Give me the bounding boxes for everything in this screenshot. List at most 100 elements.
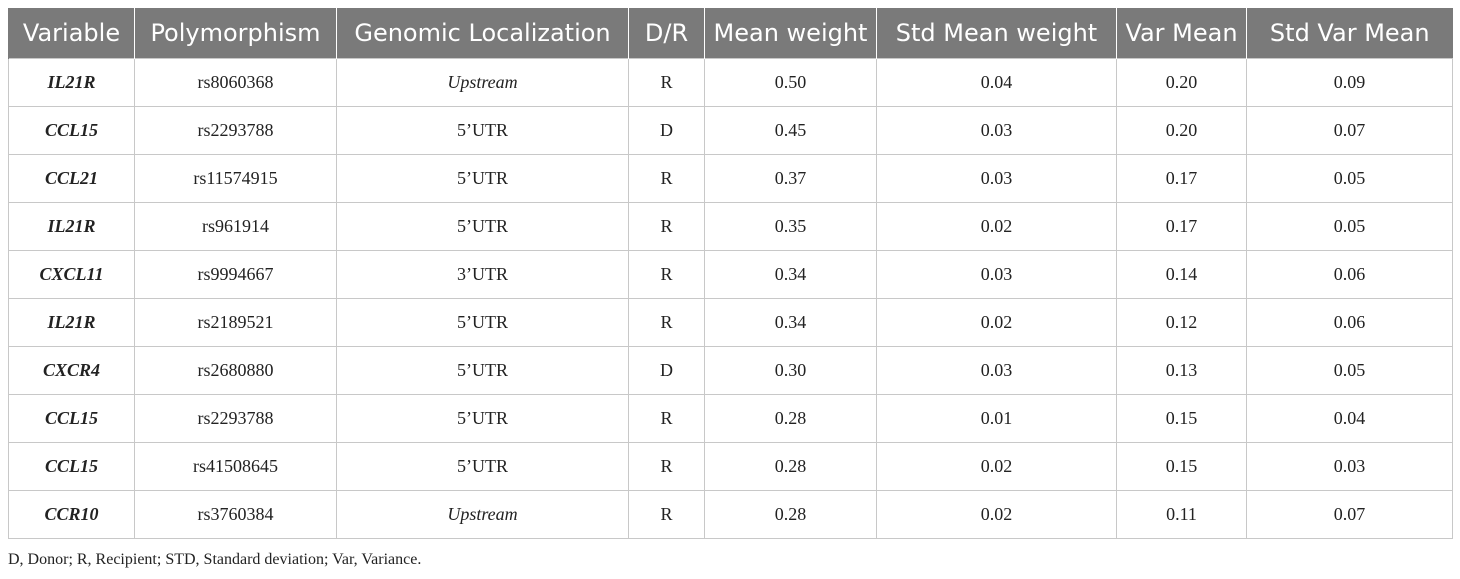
data-table-container: Variable Polymorphism Genomic Localizati…: [8, 8, 1453, 539]
cell-variable: CXCR4: [8, 346, 135, 395]
cell-std-mean-weight: 0.04: [876, 58, 1117, 107]
cell-std-mean-weight: 0.02: [876, 298, 1117, 347]
cell-variable: CXCL11: [8, 250, 135, 299]
cell-donor-recipient: D: [628, 346, 705, 395]
cell-var-mean: 0.15: [1116, 442, 1247, 491]
header-variable: Variable: [8, 8, 135, 59]
cell-genomic-localization: 5’UTR: [336, 394, 629, 443]
cell-donor-recipient: R: [628, 394, 705, 443]
cell-var-mean: 0.14: [1116, 250, 1247, 299]
header-std-var-mean: Std Var Mean: [1246, 8, 1453, 59]
cell-mean-weight: 0.30: [704, 346, 877, 395]
cell-mean-weight: 0.50: [704, 58, 877, 107]
cell-polymorphism: rs8060368: [134, 58, 337, 107]
cell-genomic-localization: 5’UTR: [336, 442, 629, 491]
cell-donor-recipient: R: [628, 202, 705, 251]
table-header: Variable Polymorphism Genomic Localizati…: [8, 8, 1453, 59]
cell-genomic-localization: 5’UTR: [336, 346, 629, 395]
table-row: CCL15 rs2293788 5’UTR D 0.45 0.03 0.20 0.07: [8, 106, 1453, 155]
cell-polymorphism: rs41508645: [134, 442, 337, 491]
cell-std-mean-weight: 0.02: [876, 442, 1117, 491]
cell-polymorphism: rs2293788: [134, 394, 337, 443]
cell-variable: CCR10: [8, 490, 135, 539]
header-var-mean: Var Mean: [1116, 8, 1247, 59]
cell-var-mean: 0.11: [1116, 490, 1247, 539]
cell-std-var-mean: 0.06: [1246, 298, 1453, 347]
cell-std-var-mean: 0.09: [1246, 58, 1453, 107]
cell-mean-weight: 0.28: [704, 490, 877, 539]
cell-donor-recipient: R: [628, 442, 705, 491]
cell-std-mean-weight: 0.03: [876, 154, 1117, 203]
cell-mean-weight: 0.28: [704, 394, 877, 443]
cell-var-mean: 0.17: [1116, 154, 1247, 203]
cell-mean-weight: 0.34: [704, 298, 877, 347]
table-row: IL21R rs961914 5’UTR R 0.35 0.02 0.17 0.05: [8, 202, 1453, 251]
cell-mean-weight: 0.34: [704, 250, 877, 299]
cell-std-mean-weight: 0.03: [876, 106, 1117, 155]
cell-std-mean-weight: 0.02: [876, 490, 1117, 539]
cell-polymorphism: rs961914: [134, 202, 337, 251]
table-footnote: D, Donor; R, Recipient; STD, Standard de…: [8, 551, 422, 568]
cell-std-mean-weight: 0.01: [876, 394, 1117, 443]
cell-std-var-mean: 0.04: [1246, 394, 1453, 443]
cell-donor-recipient: R: [628, 490, 705, 539]
cell-genomic-localization: 3’UTR: [336, 250, 629, 299]
cell-var-mean: 0.15: [1116, 394, 1247, 443]
cell-genomic-localization: 5’UTR: [336, 106, 629, 155]
cell-var-mean: 0.20: [1116, 58, 1247, 107]
cell-donor-recipient: R: [628, 154, 705, 203]
header-donor-recipient: D/R: [628, 8, 705, 59]
header-mean-weight: Mean weight: [704, 8, 877, 59]
cell-var-mean: 0.13: [1116, 346, 1247, 395]
cell-variable: CCL15: [8, 394, 135, 443]
cell-std-mean-weight: 0.03: [876, 250, 1117, 299]
cell-polymorphism: rs9994667: [134, 250, 337, 299]
cell-std-mean-weight: 0.02: [876, 202, 1117, 251]
cell-variable: IL21R: [8, 202, 135, 251]
table-row: CCL21 rs11574915 5’UTR R 0.37 0.03 0.17 0.05: [8, 154, 1453, 203]
cell-polymorphism: rs3760384: [134, 490, 337, 539]
cell-genomic-localization: 5’UTR: [336, 154, 629, 203]
table-row: CXCR4 rs2680880 5’UTR D 0.30 0.03 0.13 0.05: [8, 346, 1453, 395]
cell-std-var-mean: 0.07: [1246, 490, 1453, 539]
table-row: IL21R rs2189521 5’UTR R 0.34 0.02 0.12 0.06: [8, 298, 1453, 347]
cell-variable: CCL21: [8, 154, 135, 203]
cell-mean-weight: 0.37: [704, 154, 877, 203]
cell-donor-recipient: R: [628, 58, 705, 107]
cell-std-var-mean: 0.03: [1246, 442, 1453, 491]
header-row: Variable Polymorphism Genomic Localizati…: [8, 8, 1453, 59]
table-row: CCL15 rs41508645 5’UTR R 0.28 0.02 0.15 0.03: [8, 442, 1453, 491]
snp-weights-table: Variable Polymorphism Genomic Localizati…: [8, 8, 1453, 539]
cell-std-var-mean: 0.05: [1246, 202, 1453, 251]
cell-genomic-localization: Upstream: [336, 490, 629, 539]
cell-polymorphism: rs2189521: [134, 298, 337, 347]
header-std-mean-weight: Std Mean weight: [876, 8, 1117, 59]
cell-donor-recipient: R: [628, 298, 705, 347]
cell-variable: CCL15: [8, 106, 135, 155]
cell-std-var-mean: 0.05: [1246, 154, 1453, 203]
table-row: CXCL11 rs9994667 3’UTR R 0.34 0.03 0.14 0.06: [8, 250, 1453, 299]
cell-mean-weight: 0.35: [704, 202, 877, 251]
cell-std-var-mean: 0.06: [1246, 250, 1453, 299]
cell-std-var-mean: 0.07: [1246, 106, 1453, 155]
table-row: CCR10 rs3760384 Upstream R 0.28 0.02 0.11 0.07: [8, 490, 1453, 539]
cell-variable: IL21R: [8, 298, 135, 347]
cell-donor-recipient: R: [628, 250, 705, 299]
cell-polymorphism: rs2680880: [134, 346, 337, 395]
cell-mean-weight: 0.28: [704, 442, 877, 491]
table-body: IL21R rs8060368 Upstream R 0.50 0.04 0.20 0.09 C…: [8, 58, 1453, 539]
header-genomic-localization: Genomic Localization: [336, 8, 629, 59]
cell-var-mean: 0.12: [1116, 298, 1247, 347]
table-row: CCL15 rs2293788 5’UTR R 0.28 0.01 0.15 0.04: [8, 394, 1453, 443]
cell-genomic-localization: Upstream: [336, 58, 629, 107]
table-row: IL21R rs8060368 Upstream R 0.50 0.04 0.20 0.09: [8, 58, 1453, 107]
cell-var-mean: 0.20: [1116, 106, 1247, 155]
cell-mean-weight: 0.45: [704, 106, 877, 155]
header-polymorphism: Polymorphism: [134, 8, 337, 59]
cell-var-mean: 0.17: [1116, 202, 1247, 251]
cell-std-mean-weight: 0.03: [876, 346, 1117, 395]
cell-donor-recipient: D: [628, 106, 705, 155]
cell-variable: CCL15: [8, 442, 135, 491]
cell-genomic-localization: 5’UTR: [336, 298, 629, 347]
cell-variable: IL21R: [8, 58, 135, 107]
